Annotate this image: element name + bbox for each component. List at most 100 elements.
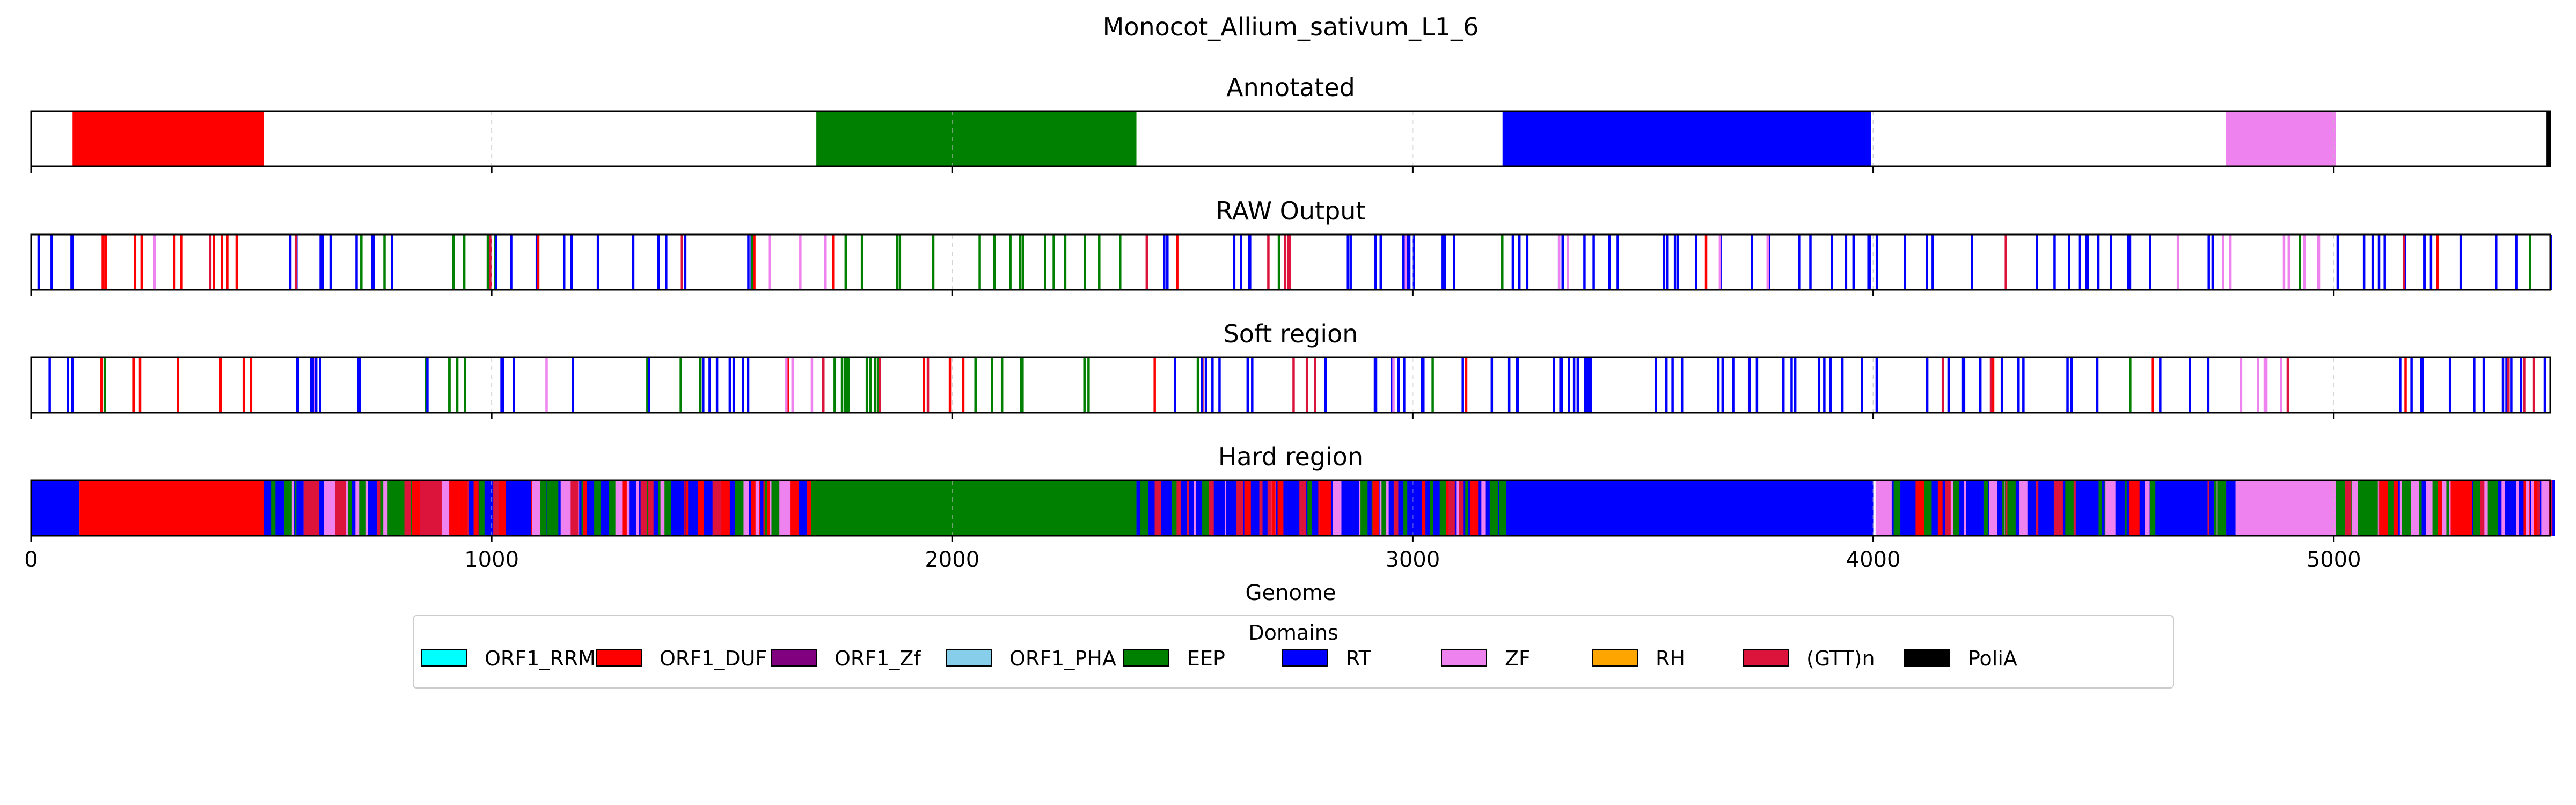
- segment-gtt-n: [1448, 480, 1455, 536]
- segment-orf1-duf: [1470, 480, 1472, 536]
- hit-rt: [1443, 235, 1446, 290]
- segment-zf: [2230, 480, 2336, 536]
- segment-gtt-n: [342, 480, 346, 536]
- segment-eep: [294, 480, 297, 536]
- segment-rt: [281, 480, 287, 536]
- hit-rt: [371, 235, 374, 290]
- track-hard-region: Hard region: [30, 442, 2555, 542]
- segment-zf: [1456, 480, 1462, 536]
- segment-zf: [2019, 480, 2028, 536]
- hit-orf1-duf: [1465, 357, 1468, 413]
- legend-label: (GTT)n: [1806, 647, 1875, 670]
- legend-entry-orf1-zf: ORF1_Zf: [771, 647, 921, 670]
- hit-rt: [1717, 357, 1720, 413]
- hit-orf1-duf: [1176, 235, 1179, 290]
- hit-rt: [329, 235, 332, 290]
- legend-entry-polia: PoliA: [1904, 647, 2017, 670]
- segment-eep: [1893, 480, 1901, 536]
- hit-gtt-n: [294, 235, 297, 290]
- hit-eep: [1044, 235, 1046, 290]
- hit-rt: [1561, 357, 1563, 413]
- hit-eep: [646, 357, 649, 413]
- hit-rt: [1461, 357, 1464, 413]
- segment-eep: [2007, 480, 2016, 536]
- hit-orf1-duf: [100, 357, 103, 413]
- hit-rt: [2087, 235, 2089, 290]
- segment-zf: [2109, 480, 2116, 536]
- hit-rt: [1373, 357, 1377, 413]
- hit-rt: [500, 357, 503, 413]
- segment-eep: [764, 480, 767, 536]
- segment-gtt-n: [1948, 480, 1951, 536]
- hit-rt: [1349, 235, 1352, 290]
- hit-rt: [728, 357, 731, 413]
- hit-zf: [785, 357, 788, 413]
- segment-rt: [799, 480, 807, 536]
- segment-orf1-duf: [473, 480, 479, 536]
- segment-rt: [2164, 480, 2174, 536]
- hit-orf1-duf: [133, 357, 136, 413]
- hit-orf1-duf: [2151, 357, 2154, 413]
- hit-rt: [1233, 235, 1236, 290]
- hit-zf: [1766, 235, 1769, 290]
- hit-rt: [596, 235, 599, 290]
- hit-rt: [1561, 235, 1564, 290]
- segment-eep: [482, 480, 485, 536]
- segment-gtt-n: [712, 480, 722, 536]
- segment-eep: [1360, 480, 1368, 536]
- hit-rt: [1587, 357, 1590, 413]
- segment-zf: [755, 480, 760, 536]
- hit-rt: [1845, 235, 1848, 290]
- segment-eep: [1489, 480, 1498, 536]
- hit-rt: [1673, 235, 1677, 290]
- hit-orf1-duf: [1153, 357, 1156, 413]
- hit-rt: [1666, 235, 1669, 290]
- segment-rt: [352, 480, 358, 536]
- legend-swatch: [421, 649, 467, 667]
- segment-eep: [1953, 480, 1959, 536]
- hit-rt: [2078, 235, 2081, 290]
- segment-rt: [2192, 480, 2200, 536]
- hit-zf: [1558, 235, 1561, 290]
- segment-orf1-duf: [2534, 480, 2538, 536]
- segment-eep: [271, 480, 275, 536]
- hit-rt: [1926, 357, 1929, 413]
- legend-entry-rh: RH: [1592, 647, 1685, 670]
- hit-orf1-duf: [134, 235, 137, 290]
- hit-rt: [391, 235, 393, 290]
- hit-zf: [2282, 235, 2286, 290]
- hit-rt: [1576, 357, 1579, 413]
- hit-rt: [311, 357, 314, 413]
- segment-rt: [1500, 480, 1874, 536]
- hit-rt: [1794, 357, 1797, 413]
- segment-gtt-n: [2480, 480, 2485, 536]
- hit-zf: [2240, 357, 2243, 413]
- segment-zf: [1989, 480, 1997, 536]
- hit-rt: [1218, 357, 1221, 413]
- hit-gtt-n: [926, 357, 930, 413]
- hit-rt: [1204, 357, 1208, 413]
- hit-rt: [2399, 357, 2402, 413]
- segment-eep: [2446, 480, 2449, 536]
- segment-gtt-n: [404, 480, 411, 536]
- hit-eep: [844, 235, 847, 290]
- legend: Domains ORF1_RRM ORF1_DUF ORF1_Zf ORF1_PHA E…: [413, 615, 2174, 689]
- hit-eep: [464, 357, 466, 413]
- segment-zf: [324, 480, 326, 536]
- segment-eep: [2214, 480, 2218, 536]
- segment-eep: [2432, 480, 2438, 536]
- segment-gtt-n: [2207, 480, 2209, 536]
- segment-eep: [664, 480, 671, 536]
- segment-zf: [1875, 480, 1892, 536]
- segment-eep: [479, 480, 482, 536]
- hit-gtt-n: [879, 357, 881, 413]
- hit-orf1-duf: [102, 235, 105, 290]
- track-frame: [30, 110, 2551, 167]
- hit-rt: [1174, 357, 1176, 413]
- legend-label: EEP: [1187, 647, 1225, 670]
- hit-rt: [1402, 235, 1405, 290]
- hit-orf1-duf: [226, 235, 229, 290]
- legend-label: RT: [1346, 647, 1372, 670]
- segment-zf: [2501, 480, 2505, 536]
- segment-rt: [2519, 480, 2524, 536]
